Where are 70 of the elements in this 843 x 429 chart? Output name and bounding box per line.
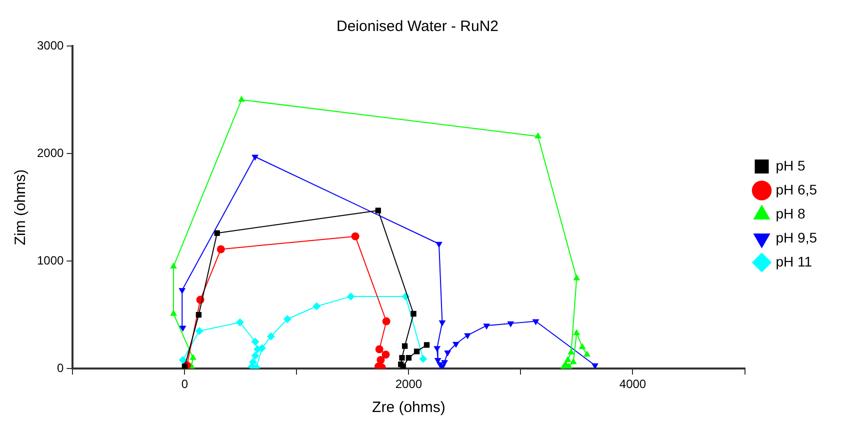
point [441, 360, 448, 366]
point [578, 343, 586, 350]
point [238, 96, 245, 102]
point [251, 352, 260, 360]
point [507, 321, 514, 328]
point [251, 338, 260, 346]
point [170, 262, 177, 268]
chart-title: Deionised Water - RuN2 [336, 18, 499, 36]
point [182, 364, 188, 369]
point [214, 230, 220, 236]
point [592, 363, 598, 369]
point [568, 348, 575, 354]
legend-label: pH 9,5 [776, 229, 818, 246]
point [283, 315, 292, 324]
point [216, 245, 225, 254]
point [419, 354, 428, 363]
point [438, 320, 446, 326]
point [414, 348, 420, 354]
x-tick-label: 2000 [395, 377, 422, 392]
point [570, 358, 577, 364]
point [436, 242, 442, 248]
legend-label: pH 11 [776, 253, 812, 270]
y-axis-title: Zim (ohms) [12, 169, 30, 246]
point [346, 292, 355, 301]
point [424, 342, 430, 348]
point [444, 350, 452, 356]
point [402, 343, 408, 349]
point [170, 310, 177, 316]
point [452, 342, 460, 348]
point [564, 356, 572, 362]
x-tick-label: 4000 [619, 377, 646, 392]
point [178, 356, 187, 364]
legend-label: pH 8 [776, 205, 806, 222]
point [375, 345, 384, 354]
point [190, 354, 196, 360]
y-tick-label: 1000 [36, 253, 64, 268]
point [195, 326, 204, 335]
x-axis-title: Zre (ohms) [372, 399, 446, 416]
legend-label: pH 5 [776, 157, 806, 174]
point [382, 350, 390, 359]
y-tick-label: 3000 [36, 38, 64, 52]
point [179, 326, 186, 332]
point [312, 302, 321, 310]
point [376, 356, 385, 364]
point [406, 355, 412, 361]
point [573, 329, 580, 336]
point [351, 232, 360, 240]
y-tick-label: 2000 [36, 146, 64, 160]
point [375, 208, 381, 214]
point [483, 324, 490, 330]
point [178, 288, 186, 294]
point [382, 317, 390, 326]
point [532, 319, 540, 326]
point [252, 154, 259, 161]
x-tick-label: 0 [181, 377, 188, 392]
point [196, 312, 202, 318]
point [410, 310, 416, 317]
y-tick-label: 0 [57, 360, 64, 375]
point [399, 355, 405, 361]
point [464, 333, 471, 340]
point [434, 358, 442, 364]
point [236, 318, 244, 326]
point [565, 362, 572, 368]
point [400, 364, 406, 369]
point [434, 346, 441, 352]
point [266, 332, 275, 340]
point [573, 274, 580, 280]
legend-label: pH 6,5 [776, 181, 818, 198]
point [584, 350, 591, 357]
point [534, 132, 542, 138]
